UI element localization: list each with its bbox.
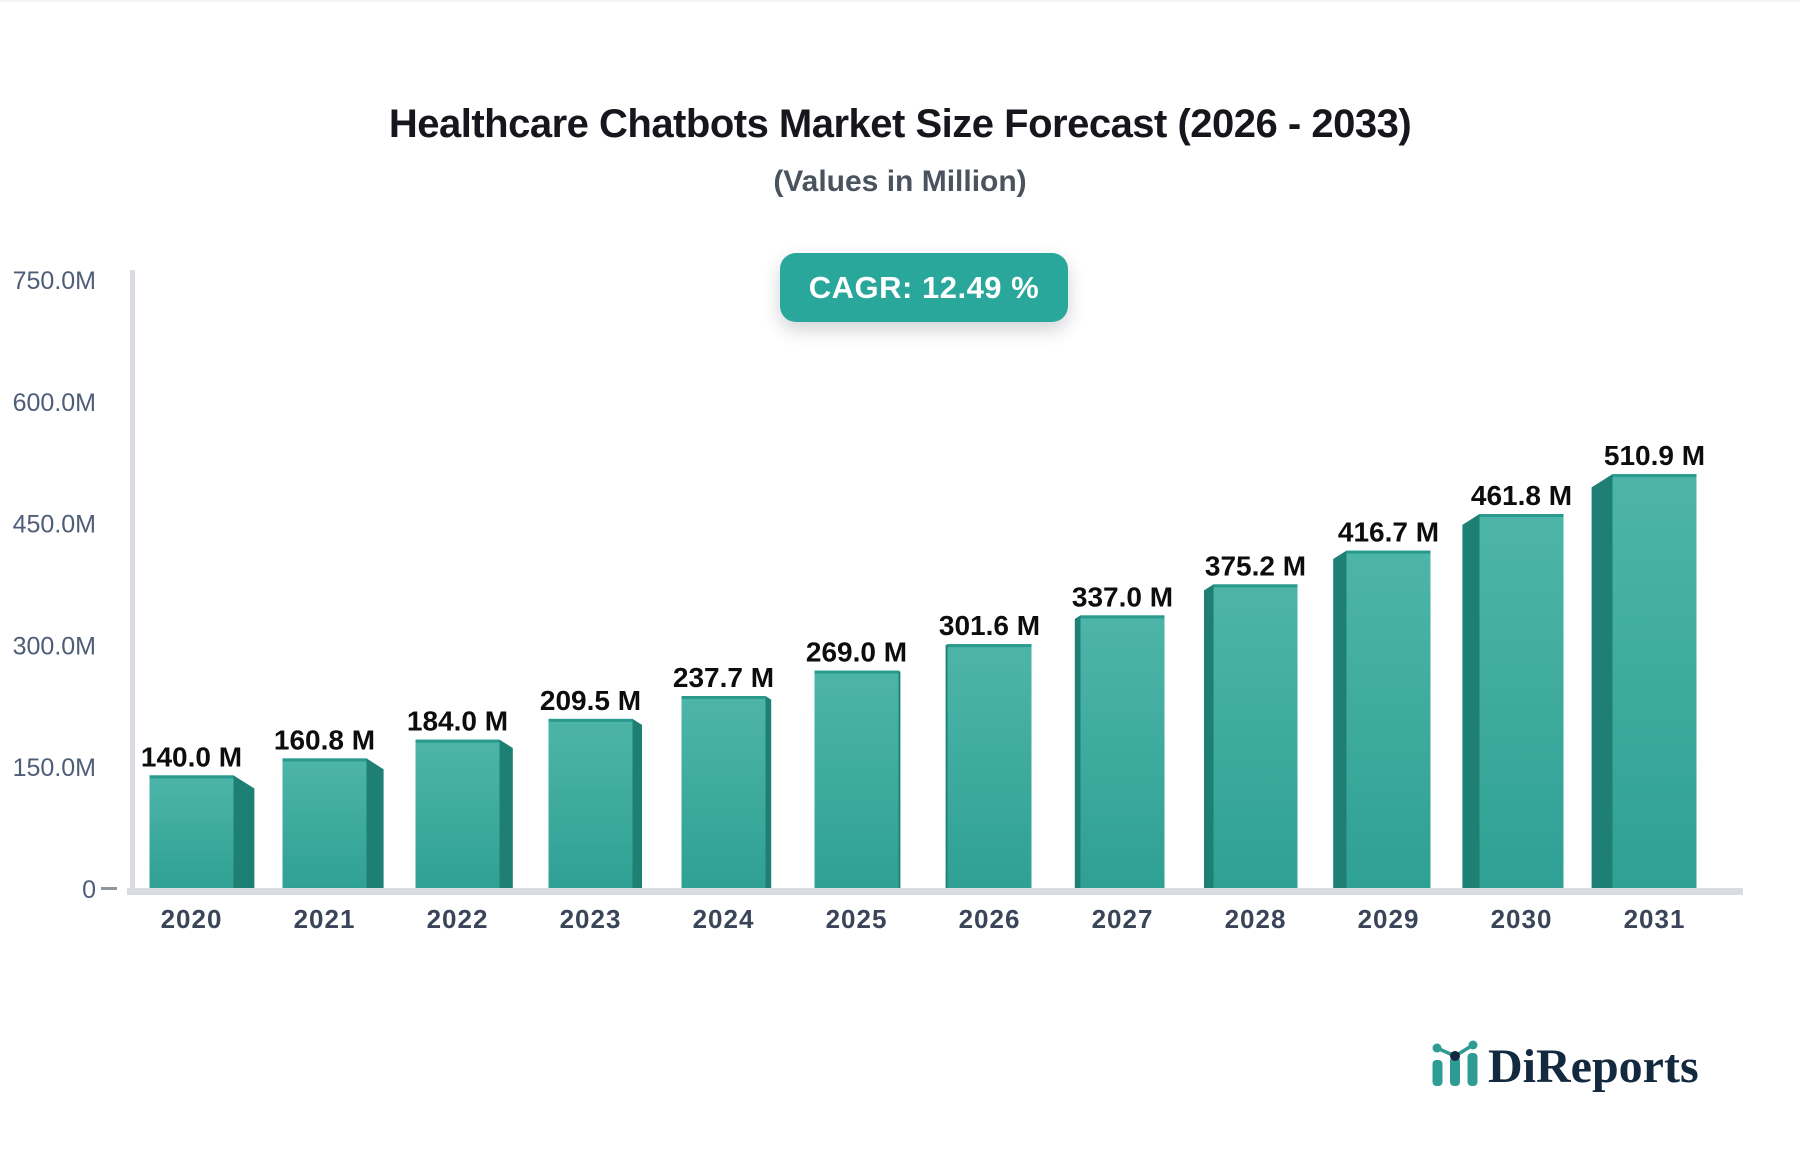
value-label-2022: 184.0 M xyxy=(407,706,508,737)
value-label-2029: 416.7 M xyxy=(1338,517,1439,548)
x-tick-label-2022: 2022 xyxy=(427,904,489,934)
bar-side-2025 xyxy=(898,670,901,891)
x-tick-label-2020: 2020 xyxy=(161,904,223,934)
bar-side-2028 xyxy=(1204,584,1214,891)
bar-side-2022 xyxy=(499,739,513,891)
value-label-2025: 269.0 M xyxy=(806,637,907,668)
bar-2022 xyxy=(415,739,500,891)
x-tick-label-2031: 2031 xyxy=(1624,904,1686,934)
bar-side-2031 xyxy=(1591,474,1613,891)
value-label-2027: 337.0 M xyxy=(1072,581,1173,612)
zero-tick-dash xyxy=(101,887,117,890)
cagr-badge: CAGR: 12.49 % xyxy=(780,253,1068,322)
y-tick-label-750.0M: 750.0M xyxy=(13,267,96,295)
x-tick-label-2027: 2027 xyxy=(1092,904,1154,934)
bar-side-2020 xyxy=(233,775,255,891)
x-tick-label-2024: 2024 xyxy=(693,904,755,934)
direports-logo-icon xyxy=(1432,1040,1478,1086)
value-label-2031: 510.9 M xyxy=(1604,440,1705,471)
bar-2030 xyxy=(1479,514,1564,891)
x-tick-label-2026: 2026 xyxy=(959,904,1021,934)
y-tick-label-600.0M: 600.0M xyxy=(13,389,96,417)
bar-2026 xyxy=(947,644,1032,891)
y-tick-label-0: 0 xyxy=(82,876,96,904)
bar-side-2027 xyxy=(1074,615,1081,891)
bar-side-2026 xyxy=(945,644,948,891)
value-label-2030: 461.8 M xyxy=(1471,480,1572,511)
value-label-2028: 375.2 M xyxy=(1205,550,1306,581)
bar-side-2030 xyxy=(1462,514,1480,891)
y-tick-label-450.0M: 450.0M xyxy=(13,511,96,539)
y-axis-line xyxy=(130,270,135,889)
value-label-2021: 160.8 M xyxy=(274,724,375,755)
direports-logo: DiReports xyxy=(1428,1036,1699,1094)
bar-2023 xyxy=(548,718,633,891)
bar-2020 xyxy=(149,775,234,891)
x-tick-label-2028: 2028 xyxy=(1225,904,1287,934)
value-label-2020: 140.0 M xyxy=(141,741,242,772)
value-label-2026: 301.6 M xyxy=(939,610,1040,641)
bar-2029 xyxy=(1346,550,1431,891)
bar-2025 xyxy=(814,670,899,891)
bar-side-2029 xyxy=(1333,550,1347,891)
bar-side-2023 xyxy=(632,718,642,891)
x-tick-label-2030: 2030 xyxy=(1491,904,1553,934)
x-tick-label-2023: 2023 xyxy=(560,904,622,934)
bar-2021 xyxy=(282,758,367,891)
bar-2031 xyxy=(1612,474,1697,891)
x-tick-label-2029: 2029 xyxy=(1358,904,1420,934)
direports-logo-text: DiReports xyxy=(1488,1040,1699,1094)
value-label-2024: 237.7 M xyxy=(673,662,774,693)
bar-side-2021 xyxy=(366,758,384,891)
bar-side-2024 xyxy=(765,695,772,891)
y-tick-label-300.0M: 300.0M xyxy=(13,632,96,660)
bar-2027 xyxy=(1080,615,1165,891)
x-axis-baseline xyxy=(127,888,1743,895)
bar-2024 xyxy=(681,695,766,891)
bar-2028 xyxy=(1213,584,1298,891)
x-tick-label-2025: 2025 xyxy=(826,904,888,934)
x-tick-label-2021: 2021 xyxy=(294,904,356,934)
value-label-2023: 209.5 M xyxy=(540,685,641,716)
cagr-badge-label: CAGR: 12.49 % xyxy=(808,269,1040,305)
y-tick-label-150.0M: 150.0M xyxy=(13,754,96,782)
